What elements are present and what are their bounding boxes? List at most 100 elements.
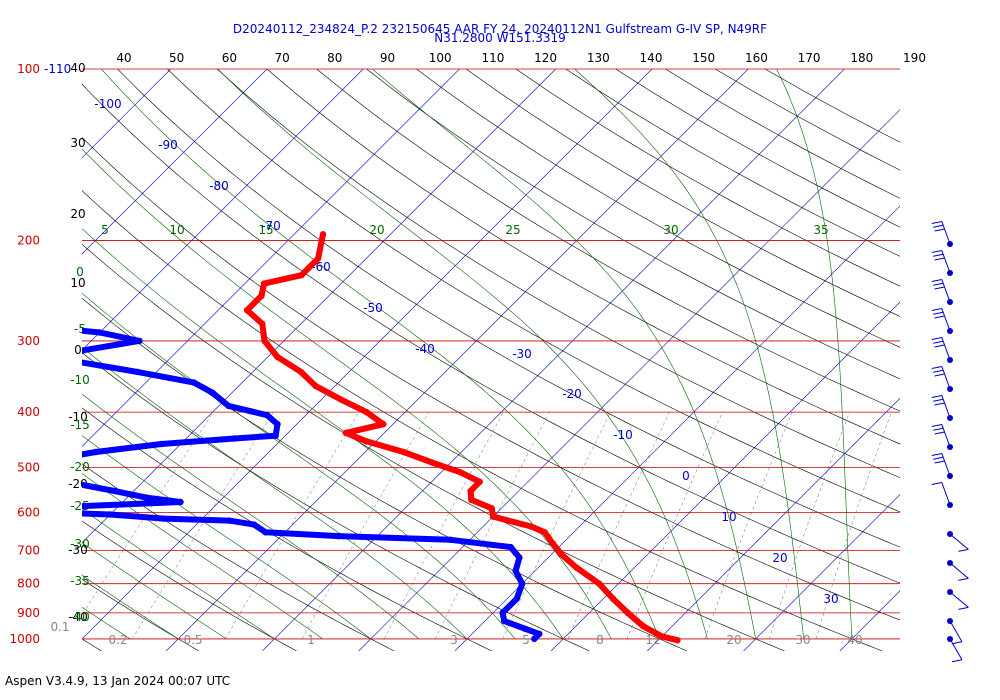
temperature-trace-point bbox=[258, 292, 265, 299]
theta-top-label: 160 bbox=[745, 51, 768, 65]
dewpoint-trace-point bbox=[274, 421, 281, 428]
isotherm-label: 10 bbox=[721, 510, 736, 524]
wind-barb-flag bbox=[951, 659, 963, 663]
temperature-trace-point bbox=[488, 505, 495, 512]
dewpoint-trace-point bbox=[231, 435, 238, 442]
temperature-trace-point bbox=[468, 496, 475, 503]
theta-top-label: 120 bbox=[534, 51, 557, 65]
isotherm-line bbox=[82, 69, 364, 351]
mixing-ratio-label: 5 bbox=[522, 633, 530, 647]
mixing-ratio-label: 0.5 bbox=[183, 633, 202, 647]
mixing-ratio-label: 0.2 bbox=[108, 633, 127, 647]
pressure-label: 1000 bbox=[9, 632, 40, 646]
dewpoint-trace-point bbox=[264, 412, 271, 419]
isotherm-label: -100 bbox=[94, 97, 121, 111]
pressure-label: 600 bbox=[17, 505, 40, 519]
wind-barb-flag bbox=[931, 220, 942, 224]
dry-adiabat-line bbox=[82, 463, 395, 651]
pressure-label: 500 bbox=[17, 460, 40, 474]
wind-barb-staff bbox=[941, 482, 951, 506]
temperature-trace-point bbox=[658, 633, 666, 640]
moist-left-label: -35 bbox=[70, 574, 90, 588]
isotherm-grid bbox=[0, 69, 1000, 651]
wind-barb-flag bbox=[933, 340, 944, 344]
dry-adiabat-line bbox=[82, 407, 492, 651]
mixing-ratio-label: 20 bbox=[726, 633, 741, 647]
moist-left-label: -20 bbox=[70, 460, 90, 474]
dewpoint-trace-point bbox=[225, 402, 232, 410]
theta-top-label: 100 bbox=[429, 51, 452, 65]
wind-barb-flag bbox=[933, 311, 944, 315]
dewpoint-trace-point bbox=[190, 379, 198, 386]
isotherm-line bbox=[454, 205, 900, 651]
dry-adiabat-line bbox=[117, 69, 900, 548]
isotherm-label: -40 bbox=[415, 342, 435, 356]
isotherm-line bbox=[839, 590, 900, 651]
moist-adiabat-line bbox=[776, 69, 853, 639]
dry-adiabat-line bbox=[82, 243, 785, 651]
wind-barb-flag bbox=[958, 548, 969, 552]
theta-top-label: 180 bbox=[850, 51, 873, 65]
mixing-ratio-label: 1 bbox=[307, 633, 315, 647]
moist-adiabat-line bbox=[82, 508, 275, 640]
theta-top-label: 140 bbox=[640, 51, 663, 65]
temperature-trace-point bbox=[259, 320, 266, 327]
dewpoint-trace-point bbox=[143, 494, 150, 501]
dewpoint-trace-point bbox=[136, 337, 143, 345]
theta-left-label: -30 bbox=[68, 543, 88, 557]
temperature-trace-point bbox=[467, 487, 474, 495]
wind-barb-flag bbox=[933, 253, 944, 257]
wind-barb-flag bbox=[931, 452, 942, 456]
temperature-trace-point bbox=[319, 231, 327, 238]
mixing-ratio-label: 40 bbox=[847, 633, 862, 647]
dry-adiabat-line bbox=[216, 69, 900, 478]
theta-top-label: 50 bbox=[169, 51, 184, 65]
dewpoint-trace-point bbox=[82, 503, 84, 509]
wind-barb-flag bbox=[931, 278, 942, 282]
wind-barb-flag bbox=[933, 398, 944, 402]
wind-barb-flag bbox=[931, 249, 942, 253]
temperature-trace-point bbox=[428, 459, 435, 466]
moist-adiabat-line bbox=[82, 574, 179, 640]
dry-adiabat-line bbox=[82, 137, 900, 621]
isotherm-label: 0 bbox=[682, 469, 690, 483]
dewpoint-trace-point bbox=[499, 609, 506, 616]
temperature-trace-point bbox=[342, 429, 349, 437]
dry-adiabat-line bbox=[82, 297, 688, 651]
wind-barb-flag bbox=[951, 641, 963, 645]
dry-adiabat-line bbox=[266, 69, 900, 445]
dry-adiabat-line bbox=[366, 69, 900, 380]
moist-adiabat-line bbox=[82, 435, 371, 640]
wind-barb-flag bbox=[934, 315, 945, 319]
dewpoint-trace-point bbox=[512, 567, 519, 575]
mixing-ratio-grid bbox=[82, 411, 892, 640]
dewpoint-trace-point bbox=[513, 595, 520, 602]
isotherm-line bbox=[936, 69, 1000, 651]
dewpoint-trace-point bbox=[262, 529, 269, 536]
wind-barb-flag bbox=[933, 456, 944, 460]
wind-barb-flag bbox=[933, 224, 944, 228]
theta-left-label: 10 bbox=[70, 276, 85, 290]
mixing-ratio-line bbox=[384, 411, 504, 640]
theta-left-label: 20 bbox=[70, 207, 85, 221]
moist-top-label: 5 bbox=[101, 223, 109, 237]
dewpoint-trace-point bbox=[335, 532, 342, 540]
dewpoint-trace-point bbox=[226, 517, 233, 524]
dewpoint-trace-point bbox=[111, 487, 118, 495]
theta-top-label: 110 bbox=[481, 51, 504, 65]
pressure-label: 300 bbox=[17, 334, 40, 348]
dry-adiabat-line bbox=[82, 520, 297, 651]
isotherm-label: -90 bbox=[158, 138, 178, 152]
moist-top-label: 10 bbox=[169, 223, 184, 237]
temperature-trace-point bbox=[260, 280, 268, 287]
isotherm-label: 20 bbox=[772, 551, 787, 565]
isotherm-line bbox=[0, 69, 75, 651]
isotherm-line bbox=[743, 494, 900, 651]
temperature-trace-point bbox=[609, 595, 617, 602]
moist-left-label: -10 bbox=[70, 373, 90, 387]
mixing-ratio-label: 3 bbox=[450, 633, 458, 647]
temperature-trace-point bbox=[400, 448, 407, 456]
temperature-trace-point bbox=[573, 564, 580, 571]
temperature-trace-point bbox=[363, 438, 370, 445]
